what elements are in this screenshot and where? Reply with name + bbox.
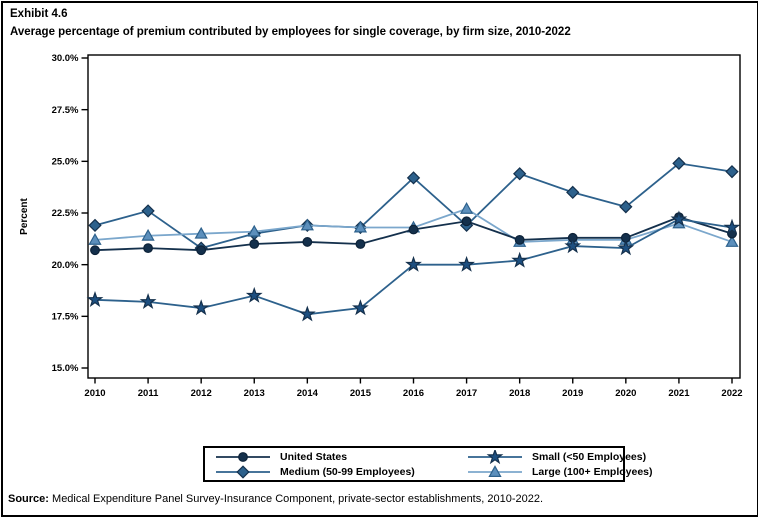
svg-text:20.0%: 20.0% bbox=[52, 260, 79, 271]
small-firm-marker-icon bbox=[468, 449, 522, 464]
title-block: Exhibit 4.6 Average percentage of premiu… bbox=[10, 6, 571, 41]
legend-item-large: Large (100+ Employees) bbox=[467, 464, 653, 479]
legend-label: Large (100+ Employees) bbox=[532, 465, 653, 478]
svg-text:2010: 2010 bbox=[84, 388, 105, 399]
svg-text:2012: 2012 bbox=[191, 388, 212, 399]
svg-text:27.5%: 27.5% bbox=[52, 105, 79, 116]
series-small-50-employees bbox=[86, 210, 741, 322]
x-axis: 2010 2011 2012 2013 2014 2015 2016 2017 2018 2019… bbox=[84, 378, 743, 399]
svg-text:2013: 2013 bbox=[244, 388, 265, 399]
line-chart: 30.0%27.5%25.0%22.5%20.0%17.5%15.0%2010 2… bbox=[19, 53, 743, 399]
legend-label: Small (<50 Employees) bbox=[532, 450, 647, 463]
source-label: Source: bbox=[8, 493, 49, 505]
chart-legend: United States Small (<50 Employees) Medi… bbox=[203, 446, 653, 482]
plot-frame bbox=[87, 54, 741, 379]
svg-text:2019: 2019 bbox=[562, 388, 583, 399]
page-title: Average percentage of premium contribute… bbox=[10, 25, 571, 38]
svg-text:2017: 2017 bbox=[456, 388, 477, 399]
exhibit-number: Exhibit 4.6 bbox=[10, 8, 68, 20]
source-line: Source: Medical Expenditure Panel Survey… bbox=[8, 493, 543, 505]
medium-firm-marker-icon bbox=[216, 464, 270, 479]
svg-text:2020: 2020 bbox=[615, 388, 636, 399]
legend-item-medium: Medium (50-99 Employees) bbox=[215, 464, 467, 479]
svg-text:2015: 2015 bbox=[350, 388, 372, 399]
united-states-marker-icon bbox=[216, 451, 270, 462]
svg-text:2021: 2021 bbox=[668, 388, 690, 399]
large-firm-marker-icon bbox=[468, 464, 522, 477]
legend-item-united-states: United States bbox=[215, 450, 467, 464]
legend-label: United States bbox=[280, 450, 348, 463]
svg-text:17.5%: 17.5% bbox=[52, 312, 79, 323]
svg-text:2014: 2014 bbox=[297, 388, 319, 399]
svg-text:15.0%: 15.0% bbox=[52, 363, 79, 374]
svg-text:2018: 2018 bbox=[509, 388, 530, 399]
y-axis-title: Percent bbox=[19, 197, 30, 234]
legend-label: Medium (50-99 Employees) bbox=[280, 465, 415, 478]
svg-text:25.0%: 25.0% bbox=[52, 157, 79, 168]
svg-text:2016: 2016 bbox=[403, 388, 424, 399]
svg-text:30.0%: 30.0% bbox=[52, 53, 79, 64]
svg-text:2022: 2022 bbox=[721, 388, 742, 399]
legend-item-small: Small (<50 Employees) bbox=[467, 449, 653, 464]
svg-text:22.5%: 22.5% bbox=[52, 208, 79, 219]
source-text: Medical Expenditure Panel Survey-Insuran… bbox=[48, 493, 544, 505]
series-united-states bbox=[90, 212, 737, 256]
svg-text:2011: 2011 bbox=[138, 388, 159, 399]
y-axis: 30.0% 27.5% 25.0% 22.5% 20.0% 17.5% 15.0% bbox=[52, 53, 88, 374]
